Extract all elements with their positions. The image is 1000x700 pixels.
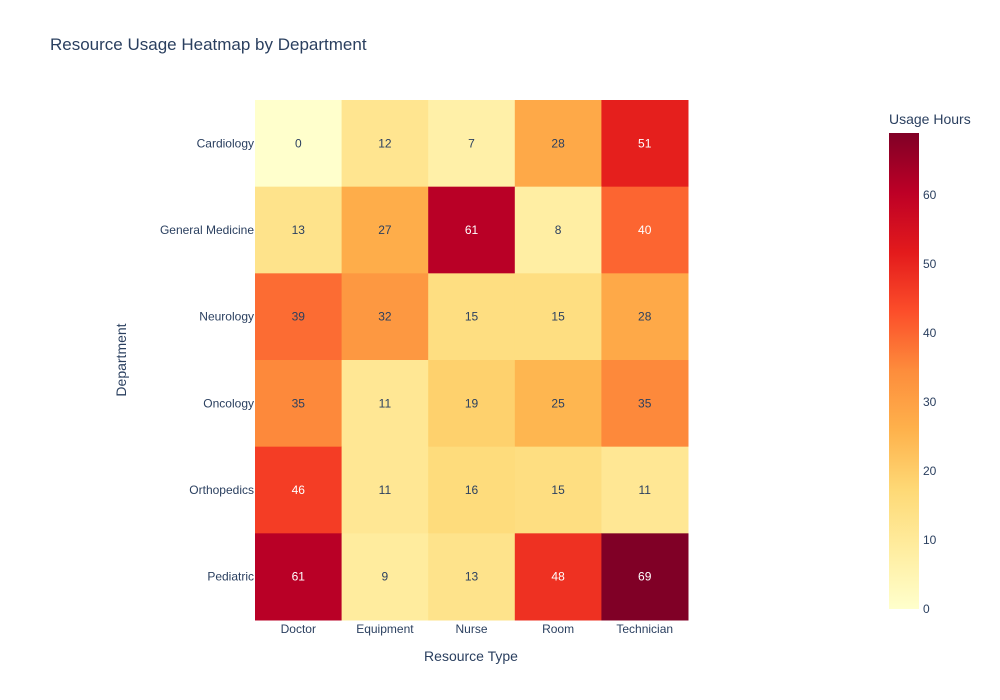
colorbar-tick-label: 30 [923,395,937,409]
cell-value-label: 25 [551,396,565,410]
cell-value-label: 15 [551,310,565,324]
heatmap-cells [255,100,689,621]
cell-value-label: 28 [638,310,652,324]
heatmap-cell [428,360,516,448]
colorbar-tick-label: 20 [923,464,937,478]
heatmap-cell [341,186,429,274]
cell-value-label: 28 [551,136,565,150]
cell-value-label: 11 [638,483,651,497]
heatmap-cell [428,186,516,274]
heatmap-cell [255,100,343,188]
x-tick-label: Nurse [455,622,487,636]
x-tick-label: Doctor [281,622,316,636]
heatmap-cell [341,273,429,361]
cell-value-label: 40 [638,223,652,237]
heatmap-cell [514,360,602,448]
heatmap-cell [341,360,429,448]
y-axis-title: Department [113,323,129,396]
cell-value-label: 51 [638,136,652,150]
y-tick-label: Pediatric [207,570,254,584]
cell-value-label: 12 [378,136,392,150]
cell-value-label: 15 [551,483,565,497]
x-tick-label: Technician [616,622,673,636]
colorbar-ticks: 0 10 20 30 40 50 60 [923,188,937,616]
cell-value-label: 11 [379,483,392,497]
heatmap-cell [255,446,343,534]
cell-value-label: 61 [292,570,306,584]
cell-value-label: 8 [555,223,562,237]
heatmap-cell [255,273,343,361]
y-tick-label: Orthopedics [189,483,254,497]
heatmap-cell [255,186,343,274]
heatmap-cell [514,186,602,274]
x-tick-label: Room [542,622,574,636]
cell-value-label: 13 [465,570,479,584]
y-tick-label: Neurology [199,310,254,324]
cell-value-label: 15 [465,310,479,324]
heatmap-cell [341,533,429,621]
chart-title: Resource Usage Heatmap by Department [50,35,367,54]
y-tick-label: Oncology [203,396,254,410]
cell-value-label: 39 [292,310,306,324]
heatmap-cell [514,533,602,621]
cell-value-label: 46 [292,483,306,497]
y-axis-ticks: Cardiology General Medicine Neurology Oncol… [160,136,254,583]
cell-value-label: 69 [638,570,652,584]
heatmap-cell-labels: 0 12 7 28 51 13 27 61 8 40 39 32 15 15 28 35 11 19 25 35 46 1… [292,136,652,583]
heatmap-cell [514,100,602,188]
heatmap-cell [428,533,516,621]
heatmap-cell [255,360,343,448]
cell-value-label: 61 [465,223,479,237]
heatmap-cell [428,446,516,534]
cell-value-label: 13 [292,223,306,237]
heatmap-cell [601,446,689,534]
cell-value-label: 19 [465,396,479,410]
colorbar-tick-label: 40 [923,326,937,340]
heatmap-cell [601,273,689,361]
colorbar-tick-label: 10 [923,533,937,547]
heatmap-cell [341,446,429,534]
colorbar-gradient [889,133,919,609]
x-tick-label: Equipment [356,622,414,636]
cell-value-label: 35 [638,396,652,410]
heatmap-cell [514,446,602,534]
colorbar-tick-label: 50 [923,257,937,271]
x-axis-title: Resource Type [424,648,518,664]
cell-value-label: 9 [382,570,389,584]
cell-value-label: 27 [378,223,392,237]
heatmap-cell [255,533,343,621]
heatmap-cell [428,273,516,361]
x-axis-ticks: Doctor Equipment Nurse Room Technician [281,622,673,636]
colorbar-title: Usage Hours [889,111,971,127]
cell-value-label: 32 [378,310,392,324]
heatmap-cell [601,533,689,621]
y-tick-label: Cardiology [197,136,254,150]
colorbar-tick-label: 60 [923,188,937,202]
cell-value-label: 11 [379,396,392,410]
y-tick-label: General Medicine [160,223,254,237]
heatmap-cell [601,360,689,448]
cell-value-label: 0 [295,136,302,150]
colorbar-tick-label: 0 [923,602,930,616]
heatmap-cell [341,100,429,188]
heatmap-cell [601,100,689,188]
heatmap-cell [514,273,602,361]
cell-value-label: 7 [468,136,475,150]
cell-value-label: 35 [292,396,306,410]
cell-value-label: 16 [465,483,479,497]
heatmap-cell [428,100,516,188]
heatmap-cell [601,186,689,274]
colorbar: Usage Hours 0 10 20 30 40 50 60 [889,111,971,616]
cell-value-label: 48 [551,570,565,584]
